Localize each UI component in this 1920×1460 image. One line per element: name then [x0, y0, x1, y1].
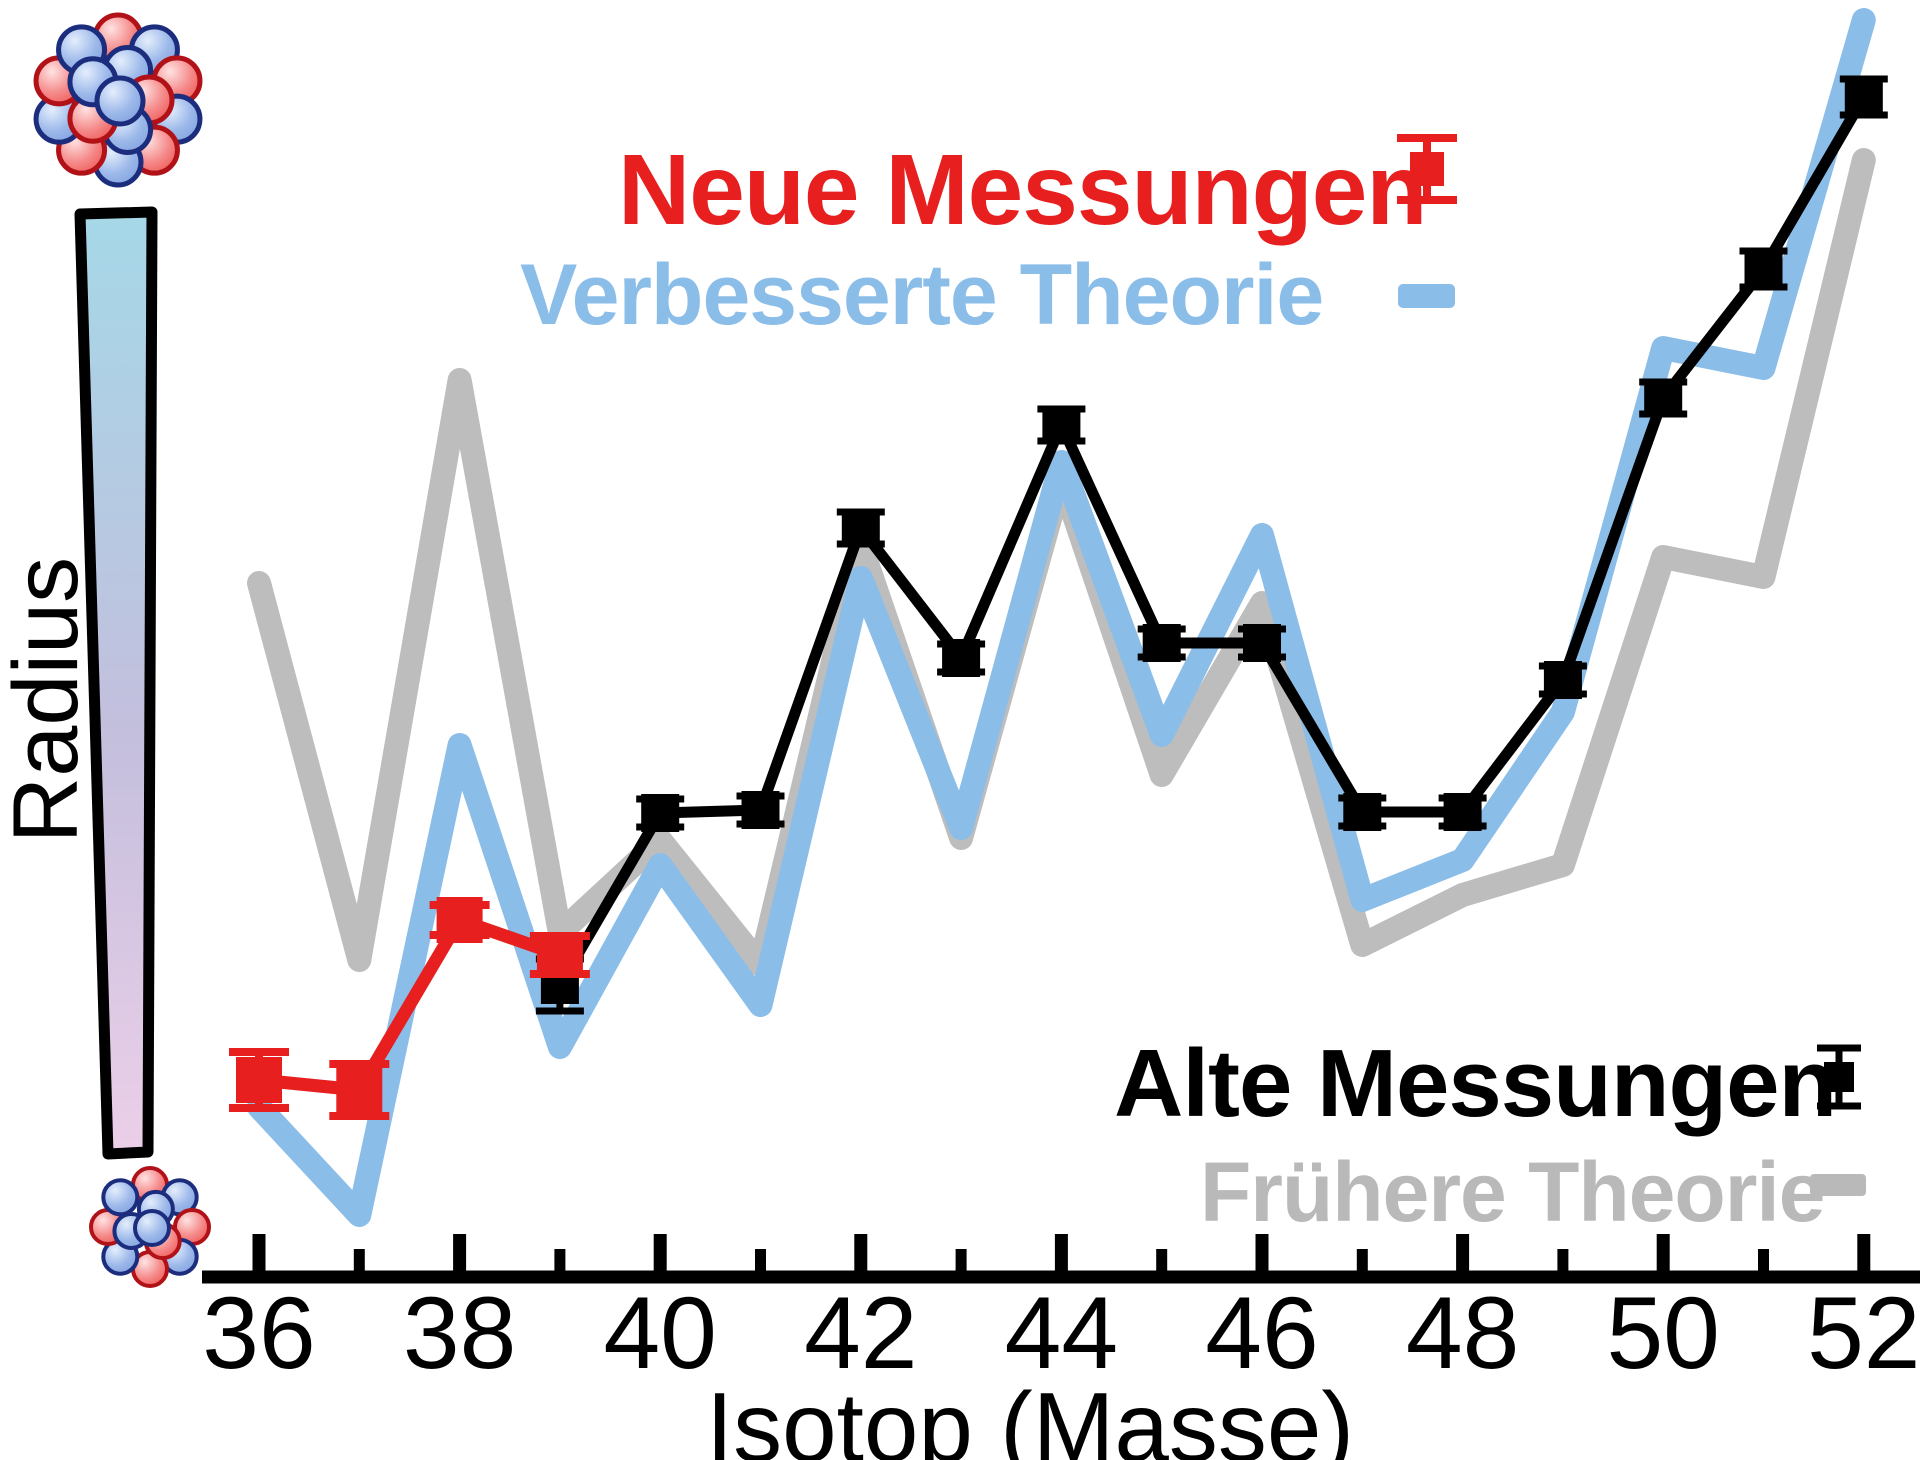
- x-tick-label: 38: [403, 1276, 516, 1390]
- data-point-alte-messungen-47: [1338, 793, 1387, 831]
- x-tick-label: 50: [1606, 1276, 1719, 1390]
- legend-marker-old-measurements: [1817, 1044, 1861, 1110]
- data-point-alte-messungen-48: [1438, 793, 1487, 831]
- data-point-alte-messungen-51: [1739, 247, 1788, 291]
- data-point-neue-messungen-36: [229, 1048, 289, 1112]
- legend-label-old-measurements: Alte Messungen: [1114, 1030, 1837, 1137]
- x-tick-label: 40: [603, 1276, 716, 1390]
- data-point-alte-messungen-43: [937, 639, 986, 677]
- x-axis-title: Isotop (Masse): [705, 1372, 1355, 1460]
- x-tick-label: 36: [202, 1276, 315, 1390]
- neutron-sphere: [133, 1209, 171, 1247]
- data-point-alte-messungen-46: [1238, 624, 1286, 662]
- data-point-alte-messungen-45: [1137, 624, 1186, 662]
- x-tick-label: 48: [1406, 1276, 1519, 1390]
- data-point-alte-messungen-49: [1538, 661, 1587, 699]
- legend-marker-improved-theory: [1398, 284, 1455, 308]
- x-axis: 36 38 40 42 44 46 48 50 52: [202, 1234, 1920, 1390]
- data-point-alte-messungen-52: [1839, 75, 1888, 119]
- radius-scale-bar: [74, 206, 158, 1160]
- legend-marker-previous-theory: [1810, 1174, 1866, 1196]
- small-nucleus-icon: [89, 1166, 211, 1288]
- data-point-alte-messungen-50: [1639, 378, 1688, 418]
- data-point-neue-messungen-37: [329, 1060, 390, 1120]
- data-point-alte-messungen-44: [1037, 405, 1086, 445]
- series-line-alte-messungen: [554, 91, 1870, 991]
- x-tick-label: 42: [804, 1276, 917, 1390]
- legend-marker-new-measurements: [1397, 134, 1457, 204]
- x-tick-label: 46: [1205, 1276, 1318, 1390]
- neutron-sphere: [101, 1178, 140, 1217]
- legend-label-new-measurements: Neue Messungen: [618, 134, 1427, 246]
- data-point-alte-messungen-40: [636, 794, 685, 832]
- data-point-alte-messungen-41: [736, 791, 785, 829]
- series-line-neue-messungen: [252, 913, 567, 1097]
- series-lines: [247, 8, 1876, 1227]
- data-point-neue-messungen-39: [529, 932, 590, 978]
- data-point-alte-messungen-42: [836, 508, 885, 548]
- large-nucleus-icon: [33, 12, 203, 188]
- series-markers: [229, 75, 1888, 1120]
- neutron-sphere: [94, 75, 146, 127]
- legend-label-previous-theory: Frühere Theorie: [1200, 1145, 1825, 1239]
- x-tick-label: 52: [1807, 1276, 1920, 1390]
- x-tick-label: 44: [1005, 1276, 1118, 1390]
- legend-label-improved-theory: Verbesserte Theorie: [520, 247, 1324, 343]
- data-point-neue-messungen-38: [429, 897, 490, 943]
- y-axis-label: Radius: [0, 556, 97, 844]
